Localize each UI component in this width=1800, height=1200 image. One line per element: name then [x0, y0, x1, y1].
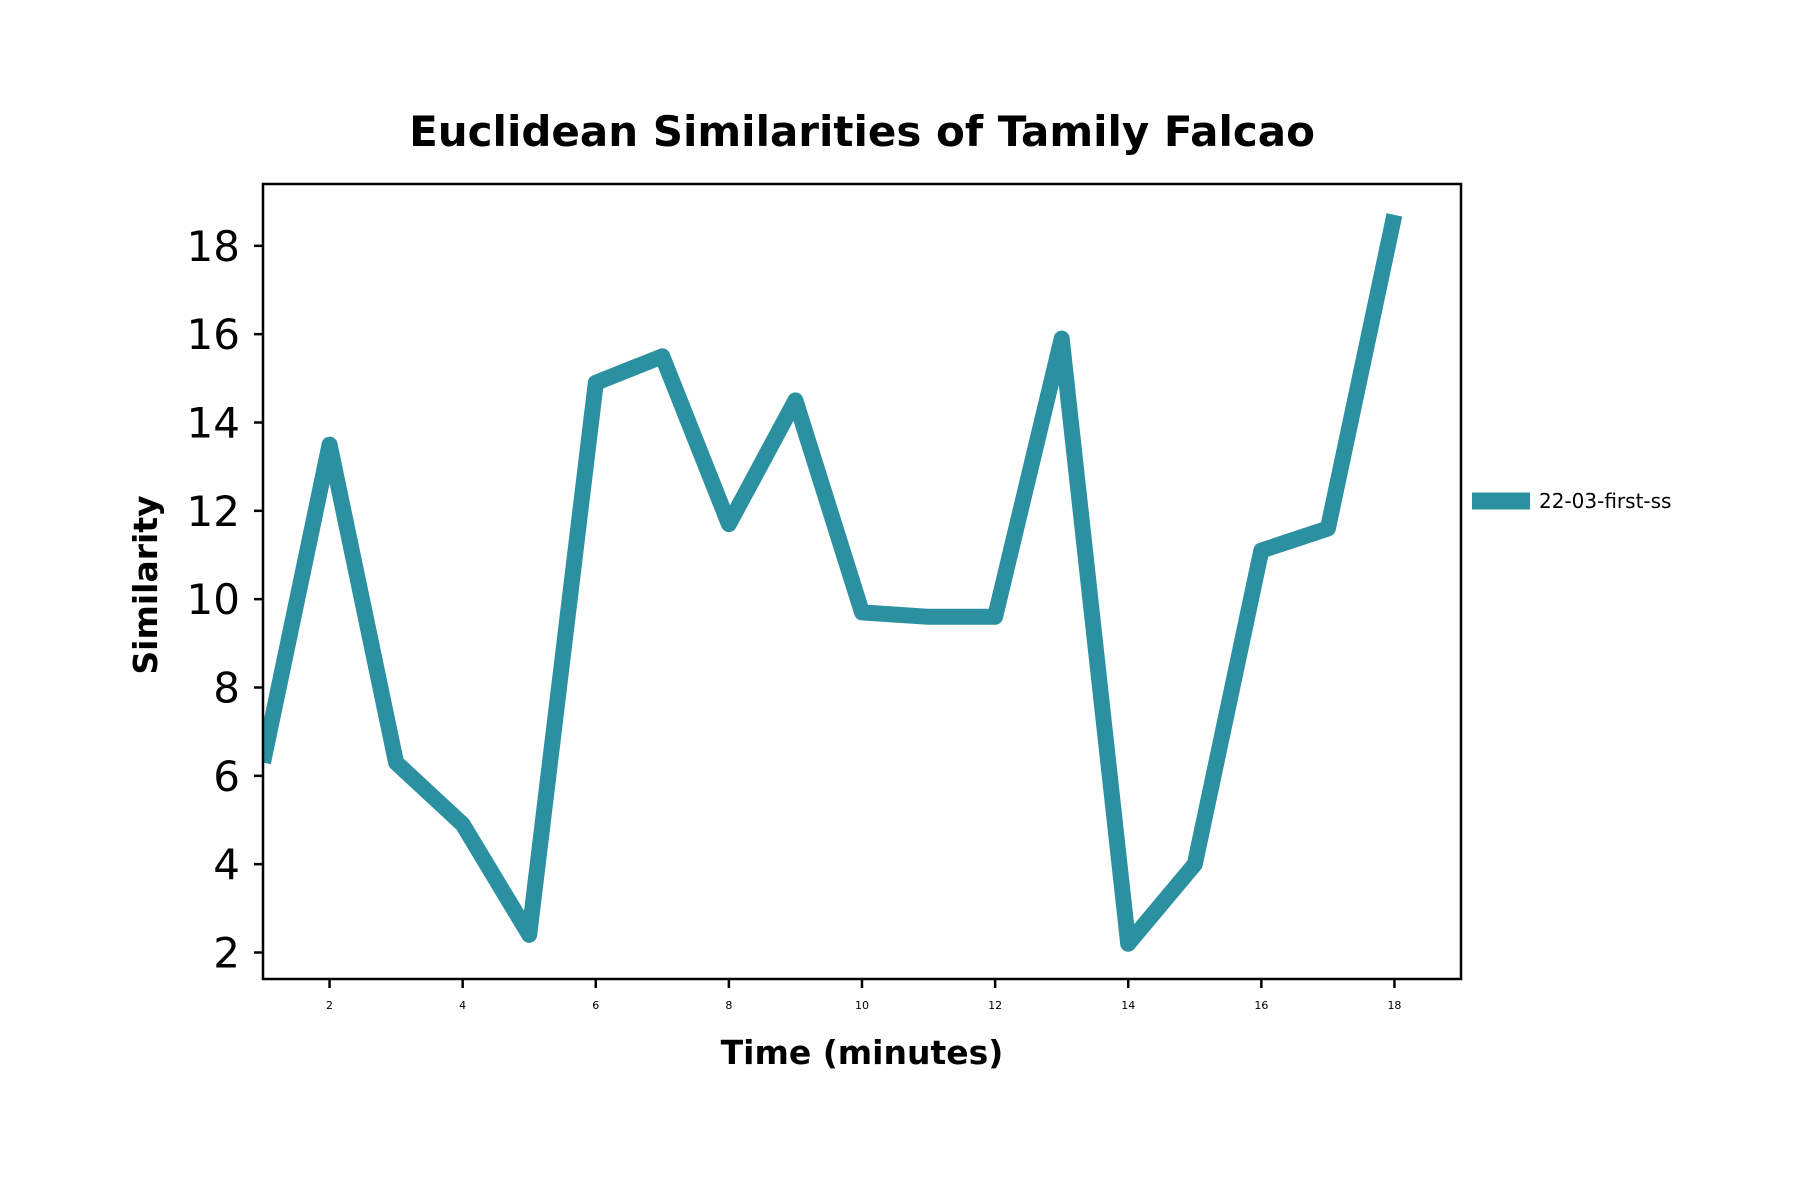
x-tick-label: 4 [459, 999, 466, 1012]
y-tick-label: 2 [213, 929, 240, 978]
y-tick-label: 18 [187, 222, 240, 271]
x-tick-label: 2 [326, 999, 333, 1012]
y-tick-label: 12 [187, 487, 240, 536]
axes-frame [261, 182, 1463, 981]
y-tick-label: 6 [213, 752, 240, 801]
x-tick-label: 18 [1387, 999, 1401, 1012]
chart-title: Euclidean Similarities of Tamily Falcao [409, 107, 1315, 156]
y-tick-label: 16 [187, 310, 240, 359]
x-axis: 2 4 6 8 10 12 14 16 18 [326, 979, 1401, 1012]
x-tick-label: 12 [988, 999, 1002, 1012]
legend-label: 22-03-first-ss [1539, 489, 1671, 513]
y-tick-label: 4 [213, 840, 240, 889]
y-axis-label: Similarity [126, 495, 165, 674]
y-tick-label: 8 [213, 664, 240, 713]
legend: 22-03-first-ss [1472, 489, 1671, 513]
x-tick-label: 6 [592, 999, 599, 1012]
plot-area [263, 213, 1403, 952]
x-axis-label: Time (minutes) [721, 1033, 1004, 1072]
x-tick-label: 8 [725, 999, 732, 1012]
x-tick-label: 10 [855, 999, 869, 1012]
y-axis: 2 4 6 8 10 12 14 16 18 [187, 222, 263, 978]
y-tick-label: 14 [187, 399, 240, 448]
x-tick-label: 14 [1121, 999, 1135, 1012]
series-line [263, 213, 1403, 952]
x-tick-label: 16 [1254, 999, 1268, 1012]
y-tick-label: 10 [187, 575, 240, 624]
